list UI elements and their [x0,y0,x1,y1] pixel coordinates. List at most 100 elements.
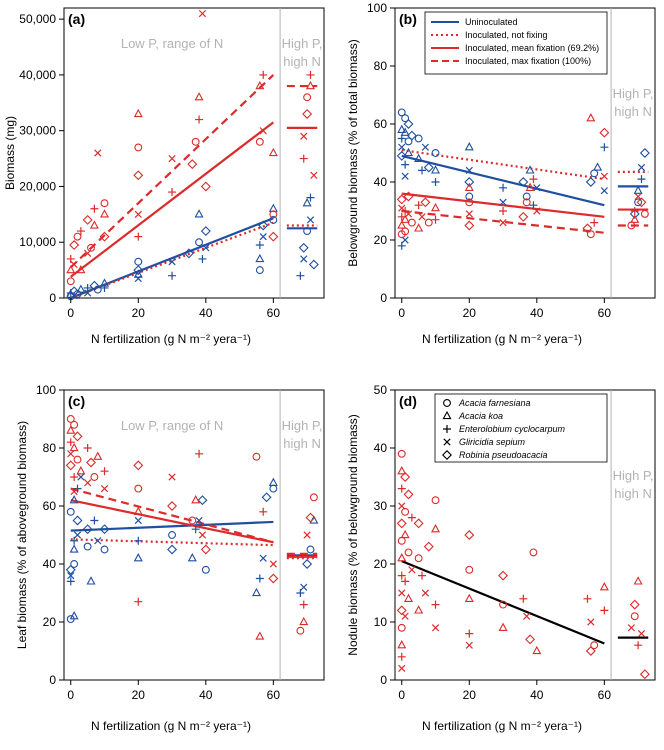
fit-line-inoculated-max-fixation-100- [70,487,274,544]
x-axis-title: N fertilization (g N m⁻² yera⁻¹) [91,332,251,346]
data-point-inoculated [191,137,200,146]
data-point-inoculated [582,594,593,604]
data-point-inoculated [100,209,109,218]
data-point-inoculated [464,220,475,231]
legend: Uninoculated Inoculated, not fixing Inoc… [424,11,608,75]
data-point-inoculated [310,171,318,180]
data-point-uninoculated [421,143,430,151]
data-point-uninoculated [201,565,210,574]
data-point-uninoculated [299,255,308,263]
fit-line-inoculated-mean-fixation-69-2- [70,121,275,278]
data-point-inoculated [168,473,176,481]
y-tick-label: 80 [43,441,57,455]
y-axis-title: Leaf biomass (% of aboveground biomass) [15,421,29,649]
data-point-inoculated [168,154,176,163]
x-tick-label: 60 [598,688,612,702]
data-point-inoculated [599,127,610,138]
data-point-uninoculated [261,492,272,503]
data-point-uninoculated [431,149,440,157]
data-point-inoculated [397,623,406,632]
y-tick-label: 50 [374,383,388,397]
data-point-uninoculated [269,484,278,493]
panel-a: Low P, range of N High P, high N (a) 0 20 40… [3,7,325,346]
data-point-inoculated [630,612,639,621]
data-point-inoculated [630,215,639,223]
data-point-inoculated [198,9,207,18]
x-tick-label: 0 [67,306,74,320]
y-tick-label: 20,000 [19,179,56,193]
data-point-inoculated [134,143,143,152]
data-point-uninoculated [586,177,596,187]
panel-label: (c) [68,393,85,409]
x-tick-label: 40 [530,306,544,320]
y-tick-label: 50,000 [19,12,56,26]
data-point-uninoculated [600,186,609,195]
data-point-inoculated [424,218,433,227]
data-point-uninoculated [201,226,211,236]
x-tick-label: 60 [598,306,612,320]
data-point-inoculated [401,507,410,516]
data-point-uninoculated [634,198,643,207]
data-point-inoculated [599,605,609,616]
y-tick-label: 30,000 [19,124,56,138]
data-point-inoculated [498,623,508,631]
data-point-inoculated [89,204,99,214]
data-point-inoculated [90,220,99,229]
data-point-inoculated [269,148,278,157]
data-point-uninoculated [306,545,315,554]
data-point-uninoculated [309,259,319,270]
data-point-uninoculated [134,274,143,283]
data-point-inoculated [403,489,414,500]
y-tick-label: 80 [374,59,388,73]
data-point-uninoculated [401,172,409,180]
data-point-uninoculated [633,186,643,194]
y-tick-label: 40 [374,175,388,189]
x-tick-label: 20 [132,306,146,320]
data-point-inoculated [600,172,609,180]
data-point-uninoculated [255,240,265,250]
data-point-uninoculated [195,238,204,247]
data-point-uninoculated [167,544,177,555]
data-point-inoculated [404,548,413,557]
data-point-uninoculated [590,169,599,178]
data-point-uninoculated [168,531,177,539]
data-point-uninoculated [194,209,204,218]
data-point-inoculated [397,589,406,597]
fit-line-inoculated-max-fixation-100- [69,74,275,269]
data-point-inoculated [299,599,309,610]
data-point-inoculated [633,640,643,650]
data-point-inoculated [518,594,528,604]
y-tick-label: 10 [374,615,388,629]
data-point-inoculated [586,230,595,239]
x-tick-label: 60 [267,688,281,702]
data-point-uninoculated [73,531,82,539]
data-point-uninoculated [66,507,75,516]
data-point-inoculated [133,460,144,471]
species-legend-box [434,393,608,463]
panel-label: (a) [68,11,85,27]
data-point-inoculated [465,183,474,191]
data-point-uninoculated [269,204,278,212]
x-tick-label: 0 [67,688,74,702]
x-tick-label: 0 [398,688,405,702]
data-point-inoculated [397,518,407,529]
data-point-uninoculated [255,573,265,584]
data-point-uninoculated [306,216,315,224]
data-point-inoculated [66,460,76,471]
data-point-uninoculated [69,544,79,553]
fit-line-inoculated-not-fixing [70,538,274,547]
panel-c: Low P, range of N High P, high N (c) 0 20 40… [15,383,325,733]
data-point-inoculated [627,623,636,632]
data-point-inoculated [299,132,308,141]
data-point-uninoculated [400,160,410,170]
fit-line-inoculated-mean-fixation-69-2- [70,499,274,544]
data-point-uninoculated [93,536,102,545]
y-tick-label: 60 [43,499,57,513]
data-point-inoculated [100,484,109,493]
data-point-inoculated [83,443,93,453]
data-point-inoculated [167,187,177,197]
data-point-uninoculated [134,516,143,525]
data-point-inoculated [465,641,474,650]
data-point-inoculated [430,599,441,610]
data-point-inoculated [465,565,474,574]
